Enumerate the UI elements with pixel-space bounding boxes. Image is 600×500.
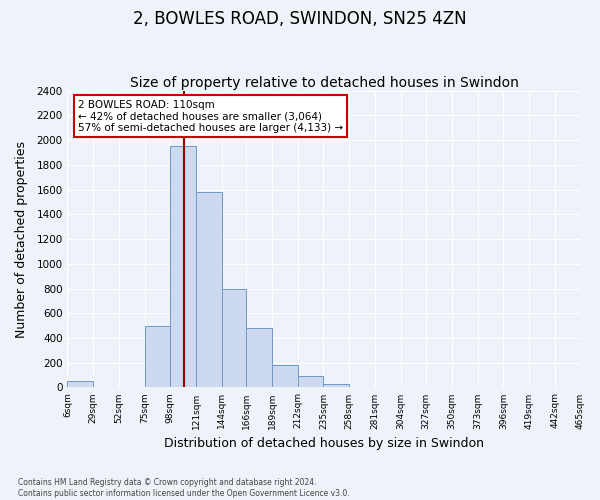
X-axis label: Distribution of detached houses by size in Swindon: Distribution of detached houses by size …: [164, 437, 484, 450]
Bar: [145, 326, 170, 388]
Bar: [298, 376, 323, 388]
Bar: [170, 146, 196, 388]
Y-axis label: Number of detached properties: Number of detached properties: [15, 140, 28, 338]
Text: 2, BOWLES ROAD, SWINDON, SN25 4ZN: 2, BOWLES ROAD, SWINDON, SN25 4ZN: [133, 10, 467, 28]
Bar: [323, 384, 349, 388]
Text: Contains HM Land Registry data © Crown copyright and database right 2024.
Contai: Contains HM Land Registry data © Crown c…: [18, 478, 350, 498]
Title: Size of property relative to detached houses in Swindon: Size of property relative to detached ho…: [130, 76, 518, 90]
Bar: [67, 381, 93, 388]
Bar: [221, 288, 246, 388]
Bar: [272, 364, 298, 388]
Bar: [196, 192, 221, 388]
Text: 2 BOWLES ROAD: 110sqm
← 42% of detached houses are smaller (3,064)
57% of semi-d: 2 BOWLES ROAD: 110sqm ← 42% of detached …: [78, 100, 343, 133]
Bar: [246, 328, 272, 388]
